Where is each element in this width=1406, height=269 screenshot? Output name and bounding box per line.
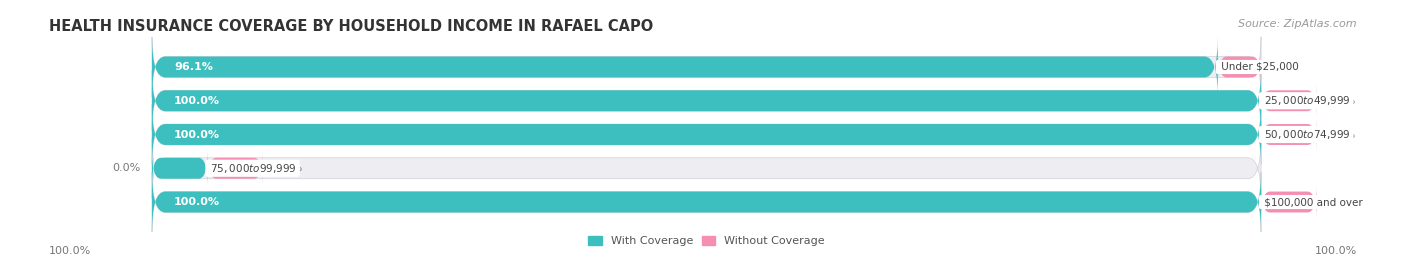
Text: 100.0%: 100.0%	[174, 129, 221, 140]
Text: $100,000 and over: $100,000 and over	[1261, 197, 1367, 207]
Text: 100.0%: 100.0%	[49, 246, 91, 256]
FancyBboxPatch shape	[152, 104, 1261, 165]
Text: $25,000 to $49,999: $25,000 to $49,999	[1261, 94, 1351, 107]
Text: $75,000 to $99,999: $75,000 to $99,999	[208, 162, 298, 175]
Text: $50,000 to $74,999: $50,000 to $74,999	[1261, 128, 1351, 141]
Text: 0.0%: 0.0%	[1327, 197, 1355, 207]
Text: 0.0%: 0.0%	[1327, 96, 1355, 106]
FancyBboxPatch shape	[152, 37, 1261, 97]
FancyBboxPatch shape	[152, 152, 208, 185]
Text: 96.1%: 96.1%	[174, 62, 214, 72]
Text: Under $25,000: Under $25,000	[1218, 62, 1302, 72]
Text: Source: ZipAtlas.com: Source: ZipAtlas.com	[1239, 19, 1357, 29]
Text: 0.0%: 0.0%	[1327, 129, 1355, 140]
Text: 100.0%: 100.0%	[174, 197, 221, 207]
FancyBboxPatch shape	[152, 71, 1261, 131]
FancyBboxPatch shape	[152, 71, 1261, 131]
Text: 3.9%: 3.9%	[1272, 62, 1301, 72]
Text: 100.0%: 100.0%	[174, 96, 221, 106]
FancyBboxPatch shape	[152, 138, 1261, 198]
FancyBboxPatch shape	[1218, 51, 1261, 84]
Legend: With Coverage, Without Coverage: With Coverage, Without Coverage	[588, 236, 825, 246]
FancyBboxPatch shape	[1261, 118, 1316, 151]
FancyBboxPatch shape	[1261, 185, 1316, 218]
FancyBboxPatch shape	[152, 172, 1261, 232]
FancyBboxPatch shape	[152, 104, 1261, 165]
Text: 0.0%: 0.0%	[274, 163, 302, 173]
FancyBboxPatch shape	[208, 152, 263, 185]
Text: 0.0%: 0.0%	[112, 163, 141, 173]
FancyBboxPatch shape	[1261, 84, 1316, 117]
Text: HEALTH INSURANCE COVERAGE BY HOUSEHOLD INCOME IN RAFAEL CAPO: HEALTH INSURANCE COVERAGE BY HOUSEHOLD I…	[49, 19, 654, 34]
FancyBboxPatch shape	[152, 37, 1218, 97]
FancyBboxPatch shape	[152, 172, 1261, 232]
Text: 100.0%: 100.0%	[1315, 246, 1357, 256]
